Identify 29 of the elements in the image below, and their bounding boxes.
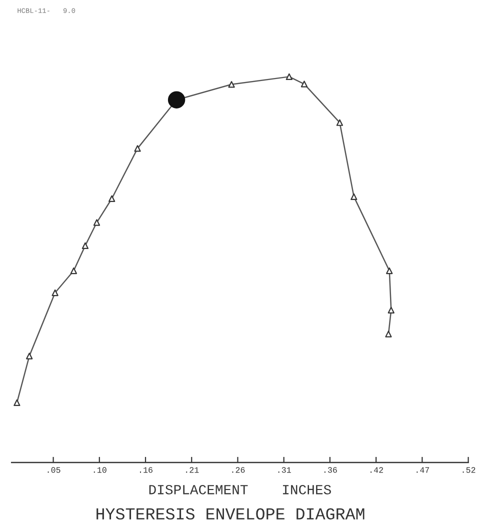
point: [26, 352, 33, 360]
point: [14, 399, 20, 406]
point: [300, 80, 308, 88]
text: HYSTERESIS ENVELOPE DIAGRAM: [96, 508, 364, 520]
x-tick-label: .52: [462, 467, 476, 473]
point: [52, 289, 58, 296]
point: [134, 145, 141, 152]
x-tick-label: .16: [140, 467, 152, 473]
point: [82, 242, 89, 250]
point: [388, 306, 394, 314]
point: [336, 119, 344, 126]
x-tick-label: .26: [232, 467, 245, 473]
point: [350, 193, 358, 200]
point: [70, 267, 78, 274]
x-tick-label: .05: [48, 467, 60, 473]
point: [228, 81, 235, 88]
x-axis-title: DISPLACEMENT INCHES: [149, 484, 331, 494]
point: [168, 91, 186, 108]
x-tick-label: .31: [278, 467, 291, 473]
point: [385, 330, 392, 338]
x-tick-label: .47: [416, 467, 430, 473]
x-tick-label: .10: [94, 467, 106, 473]
point: [286, 73, 292, 80]
point: [386, 267, 393, 274]
x-tick-label: .42: [370, 467, 383, 473]
point: [93, 219, 100, 226]
x-tick-label: .36: [324, 467, 337, 473]
point: [108, 195, 116, 202]
x-tick-label: .21: [186, 467, 199, 473]
